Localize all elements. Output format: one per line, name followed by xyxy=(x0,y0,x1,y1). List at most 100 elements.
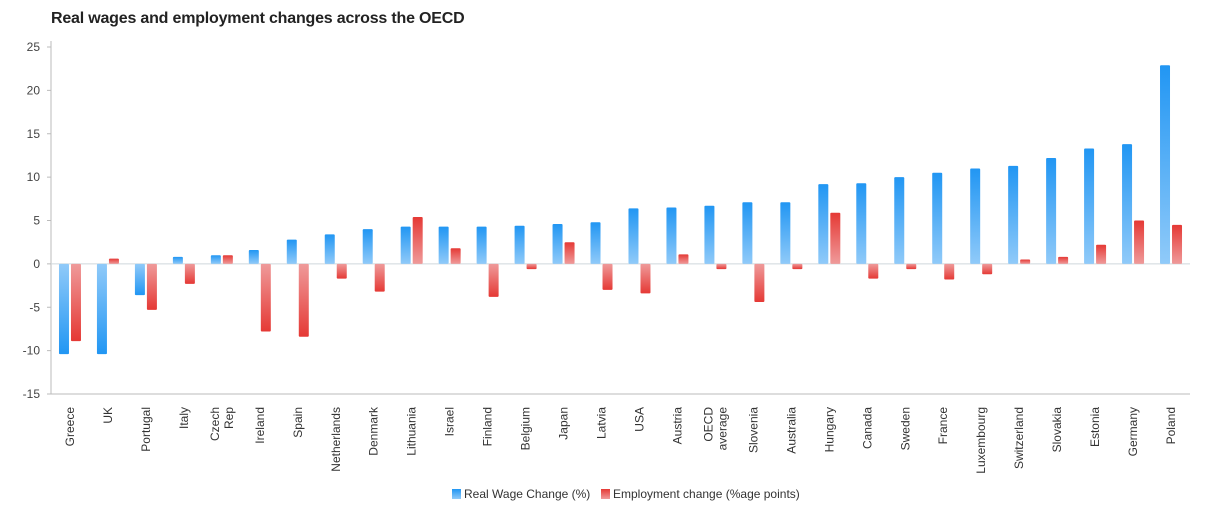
real-wage-bar[interactable] xyxy=(286,239,297,264)
employment-bar[interactable] xyxy=(1096,244,1107,264)
real-wage-bar[interactable] xyxy=(590,222,601,264)
category-label: Czech xyxy=(208,407,222,441)
real-wage-bar[interactable] xyxy=(324,234,335,264)
bars-group xyxy=(58,65,1183,355)
legend-label-employment[interactable]: Employment change (%age points) xyxy=(613,487,800,501)
real-wage-bar[interactable] xyxy=(96,263,107,355)
y-tick-label: 20 xyxy=(27,83,41,97)
employment-bar[interactable] xyxy=(982,263,993,275)
category-label: Germany xyxy=(1126,407,1140,456)
employment-bar[interactable] xyxy=(184,263,195,284)
real-wage-bar[interactable] xyxy=(1046,158,1057,264)
real-wage-bar[interactable] xyxy=(362,229,373,264)
category-label: Canada xyxy=(860,407,874,449)
employment-bar[interactable] xyxy=(108,258,119,264)
category-label: Latvia xyxy=(595,407,609,439)
real-wage-bar[interactable] xyxy=(1122,144,1133,264)
employment-bar[interactable] xyxy=(792,263,803,270)
real-wage-bar[interactable] xyxy=(666,207,677,264)
category-label: Hungary xyxy=(822,407,836,452)
real-wage-bar[interactable] xyxy=(856,183,867,264)
y-tick-label: -15 xyxy=(23,387,41,401)
employment-bar[interactable] xyxy=(374,263,385,292)
employment-bar[interactable] xyxy=(412,217,423,264)
real-wage-bar[interactable] xyxy=(818,184,829,264)
y-tick-label: 25 xyxy=(27,40,41,54)
employment-bar[interactable] xyxy=(526,263,537,270)
employment-bar[interactable] xyxy=(868,263,879,279)
category-label: Slovenia xyxy=(746,407,760,453)
real-wage-bar[interactable] xyxy=(894,177,905,264)
real-wage-bar[interactable] xyxy=(476,226,487,264)
real-wage-bar[interactable] xyxy=(248,249,259,264)
category-label: Greece xyxy=(63,407,77,447)
legend-label-real-wage[interactable]: Real Wage Change (%) xyxy=(464,487,590,501)
employment-bar[interactable] xyxy=(564,242,575,264)
y-tick-label: -5 xyxy=(29,300,40,314)
real-wage-bar[interactable] xyxy=(552,223,563,264)
employment-bar[interactable] xyxy=(222,255,233,264)
employment-bar[interactable] xyxy=(1020,259,1031,264)
category-label: USA xyxy=(632,407,646,432)
legend-swatch-real-wage[interactable] xyxy=(452,489,461,499)
category-label: France xyxy=(936,407,950,445)
real-wage-bar[interactable] xyxy=(134,263,145,296)
employment-bar[interactable] xyxy=(298,263,309,337)
category-label: Lithuania xyxy=(405,407,419,456)
category-label: Finland xyxy=(481,407,495,446)
real-wage-bar[interactable] xyxy=(704,205,715,264)
employment-bar[interactable] xyxy=(678,254,689,264)
real-wage-bar[interactable] xyxy=(1008,165,1019,264)
employment-bar[interactable] xyxy=(1058,256,1069,264)
real-wage-bar[interactable] xyxy=(58,263,69,355)
employment-bar[interactable] xyxy=(70,263,81,342)
category-labels: Greece UK Portugal Italy Czech Rep Ireland Spai… xyxy=(63,406,1178,474)
employment-bar[interactable] xyxy=(146,263,157,310)
employment-bar[interactable] xyxy=(336,263,347,279)
real-wage-bar[interactable] xyxy=(514,225,525,264)
employment-bar[interactable] xyxy=(450,248,461,264)
employment-bar[interactable] xyxy=(640,263,651,294)
y-tick-label: 15 xyxy=(27,127,41,141)
category-label: Japan xyxy=(557,407,571,440)
real-wage-bar[interactable] xyxy=(172,256,183,264)
category-label: OECD xyxy=(701,407,715,442)
category-label: Italy xyxy=(177,407,191,429)
real-wage-bar[interactable] xyxy=(1160,65,1171,264)
y-tick-label: 5 xyxy=(33,214,40,228)
employment-bar[interactable] xyxy=(830,212,841,264)
employment-bar[interactable] xyxy=(716,263,727,270)
category-label: average xyxy=(715,407,729,451)
category-label: Austria xyxy=(670,407,684,445)
category-label: Luxembourg xyxy=(974,407,988,474)
category-label: Netherlands xyxy=(329,407,343,472)
category-label: Rep xyxy=(222,407,236,429)
real-wage-bar[interactable] xyxy=(628,208,639,264)
legend-swatch-employment[interactable] xyxy=(601,489,610,499)
legend[interactable]: Real Wage Change (%) Employment change (%… xyxy=(452,487,800,501)
real-wage-bar[interactable] xyxy=(438,226,449,264)
real-wage-bar[interactable] xyxy=(210,255,221,264)
real-wage-bar[interactable] xyxy=(400,226,411,264)
category-label: Belgium xyxy=(519,407,533,450)
real-wage-bar[interactable] xyxy=(780,202,791,264)
employment-bar[interactable] xyxy=(754,263,765,303)
category-label: Poland xyxy=(1164,407,1178,444)
category-label: Australia xyxy=(784,407,798,454)
category-label: Israel xyxy=(443,407,457,436)
employment-bar[interactable] xyxy=(944,263,955,280)
employment-bar[interactable] xyxy=(260,263,271,332)
real-wage-bar[interactable] xyxy=(1084,148,1095,264)
employment-bar[interactable] xyxy=(602,263,613,290)
employment-bar[interactable] xyxy=(1172,224,1183,264)
category-label: Slovakia xyxy=(1050,407,1064,453)
employment-bar[interactable] xyxy=(488,263,499,297)
y-tick-label: -10 xyxy=(23,344,41,358)
real-wage-bar[interactable] xyxy=(970,168,981,264)
real-wage-bar[interactable] xyxy=(932,172,943,264)
real-wage-bar[interactable] xyxy=(742,202,753,264)
axes: 25 20 15 10 5 0 -5 -10 -15 xyxy=(23,40,1190,401)
employment-bar[interactable] xyxy=(1134,220,1145,264)
employment-bar[interactable] xyxy=(906,263,917,270)
